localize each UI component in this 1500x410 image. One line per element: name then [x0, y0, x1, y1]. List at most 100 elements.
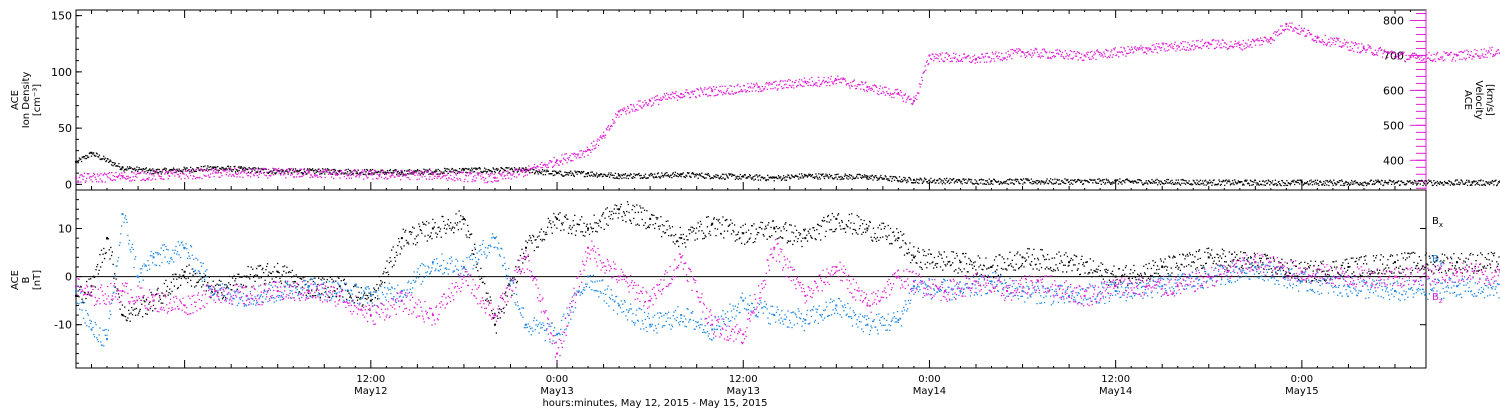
data-point — [653, 102, 655, 104]
data-point — [686, 175, 688, 177]
data-point — [861, 175, 863, 177]
data-point — [82, 301, 84, 304]
data-point — [169, 170, 172, 172]
data-point — [549, 173, 551, 175]
data-point — [295, 169, 297, 172]
data-point — [1494, 53, 1497, 55]
data-point — [200, 165, 202, 168]
data-point — [514, 168, 516, 171]
data-point — [968, 60, 971, 63]
data-point — [1291, 180, 1293, 183]
data-point — [199, 272, 201, 275]
data-point — [1265, 180, 1267, 182]
data-point — [415, 170, 417, 172]
data-point — [1385, 182, 1388, 184]
data-point — [509, 172, 511, 175]
data-point — [1452, 58, 1454, 60]
data-point — [803, 176, 805, 178]
data-point — [286, 171, 289, 173]
data-point — [189, 166, 192, 169]
data-point — [974, 62, 976, 64]
data-point — [562, 157, 565, 159]
data-point — [1332, 184, 1334, 186]
data-point — [1270, 182, 1272, 184]
data-point — [440, 177, 442, 180]
data-point — [197, 169, 200, 171]
data-point — [713, 95, 715, 97]
data-point — [209, 173, 212, 175]
data-point — [998, 52, 1000, 54]
data-point — [671, 93, 673, 95]
data-point — [1464, 182, 1466, 184]
data-point — [652, 104, 654, 106]
data-point — [569, 172, 571, 174]
data-point — [1000, 181, 1003, 184]
data-point — [102, 253, 104, 255]
data-point — [452, 179, 454, 181]
data-point — [131, 171, 133, 174]
data-point — [559, 160, 561, 162]
data-point — [1229, 45, 1231, 47]
data-point — [366, 169, 369, 171]
data-point — [915, 95, 917, 97]
data-point — [83, 175, 85, 178]
data-point — [255, 171, 257, 173]
data-point — [77, 162, 79, 164]
data-point — [1292, 28, 1295, 30]
data-point — [891, 96, 893, 99]
data-point — [674, 92, 676, 95]
data-point — [238, 167, 240, 169]
data-point — [1183, 182, 1185, 184]
data-point — [608, 176, 611, 178]
data-point — [1035, 180, 1038, 182]
data-point — [1174, 41, 1176, 44]
data-point — [607, 125, 610, 127]
data-point — [147, 169, 150, 172]
data-point — [228, 282, 230, 284]
data-point — [1427, 57, 1429, 59]
data-point — [875, 175, 877, 177]
data-point — [204, 280, 206, 283]
data-point — [1110, 182, 1112, 184]
data-point — [1387, 183, 1389, 185]
data-point — [94, 176, 96, 178]
data-point — [1424, 61, 1426, 63]
data-point — [89, 176, 91, 178]
data-point — [647, 104, 649, 107]
data-point — [471, 169, 474, 171]
data-point — [917, 178, 919, 181]
data-point — [444, 175, 446, 177]
data-point — [291, 172, 293, 174]
data-point — [116, 290, 118, 292]
data-point — [1186, 182, 1188, 184]
data-point — [329, 171, 331, 173]
data-point — [1144, 182, 1147, 184]
data-point — [551, 172, 553, 175]
data-point — [608, 129, 610, 131]
data-point — [1356, 43, 1358, 45]
data-point — [580, 170, 583, 173]
data-point — [1176, 48, 1178, 50]
data-point — [861, 81, 863, 84]
data-point — [838, 176, 840, 178]
data-point — [953, 57, 956, 60]
data-point — [607, 126, 609, 128]
data-point — [209, 166, 212, 168]
data-point — [681, 173, 684, 175]
data-point — [1419, 58, 1421, 60]
data-point — [920, 178, 922, 180]
data-point — [1108, 55, 1110, 58]
x-axis-ticks: 12:00May120:00May1312:00May130:00May1412… — [75, 10, 1427, 397]
data-point — [179, 170, 181, 172]
data-point — [252, 167, 254, 169]
data-point — [1097, 50, 1099, 53]
data-point — [532, 166, 534, 169]
data-point — [673, 175, 675, 178]
data-point — [1299, 179, 1302, 181]
data-point — [839, 81, 841, 83]
data-point — [1277, 29, 1280, 31]
data-point — [616, 177, 619, 180]
data-point — [155, 170, 157, 172]
data-point — [379, 171, 382, 173]
data-point — [1312, 180, 1314, 183]
